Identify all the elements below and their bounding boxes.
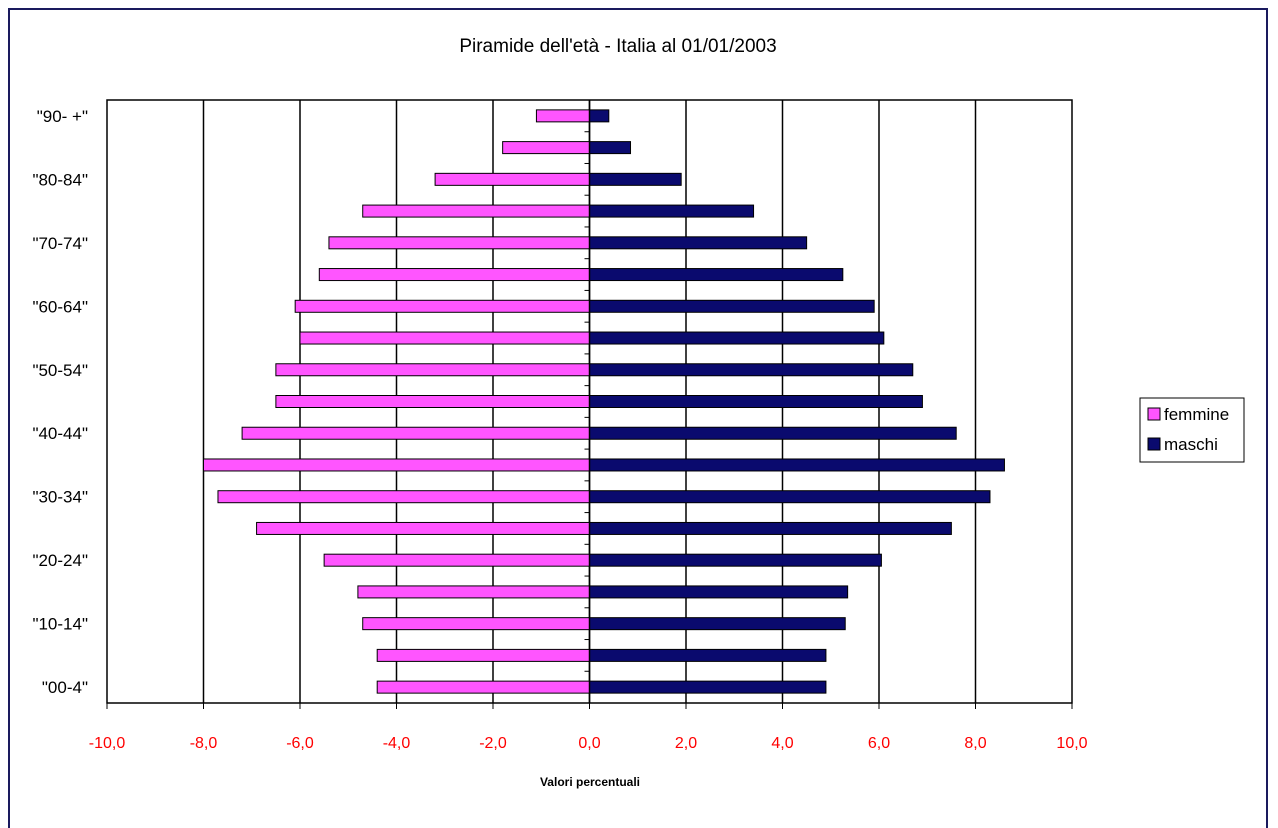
bar-femmine [376,648,591,662]
x-tick-label: 4,0 [771,735,793,752]
bar-maschi [589,553,882,567]
bar-maschi [589,648,827,662]
bar-femmine [535,109,590,123]
x-tick-label: 2,0 [675,735,697,752]
bar-femmine [362,617,590,631]
bar-femmine [376,680,591,694]
legend-label-maschi: maschi [1164,435,1218,454]
bar-femmine [217,490,590,504]
bar-maschi [589,395,923,408]
bar-femmine [275,395,590,408]
y-tick-label: "60-64" [32,297,88,316]
bars [203,109,1005,694]
bar-femmine [294,299,590,313]
y-tick-label: "50-54" [32,361,88,380]
x-tick-label: 6,0 [868,735,890,752]
bar-femmine [434,172,590,186]
bar-maschi [589,141,632,155]
bar-maschi [589,426,957,440]
bar-femmine [299,331,590,345]
y-tick-label: "30-34" [32,488,88,507]
legend: femmine maschi [1139,397,1245,463]
y-axis-labels: "00-4" "10-14" "20-24" "30-34" "40-44" "50-54… [32,107,88,697]
legend-swatch-femmine [1147,407,1161,421]
legend-label-femmine: femmine [1164,405,1229,424]
bar-maschi [589,680,827,694]
bar-maschi [589,521,952,535]
bar-maschi [589,236,808,250]
bar-maschi [589,172,682,186]
bar-femmine [323,553,590,567]
x-axis-title: Valori percentuali [540,775,640,789]
bar-femmine [357,585,590,599]
axes [106,99,1073,709]
bar-femmine [256,521,590,535]
bar-maschi [589,363,914,377]
bar-femmine [318,268,590,282]
y-tick-label: "40-44" [32,424,88,443]
bar-maschi [589,204,755,218]
bar-femmine [328,236,590,250]
x-tick-label: -8,0 [190,735,218,752]
y-tick-label: "70-74" [32,234,88,253]
bar-femmine [362,204,590,218]
x-tick-label: -6,0 [286,735,314,752]
x-axis-labels: -10,0 -8,0 -6,0 -4,0 -2,0 0,0 2,0 4,0 6,0 8,0 10,0 [89,735,1088,752]
y-tick-label: "00-4" [42,678,88,697]
chart-title: Piramide dell'età - Italia al 01/01/2003 [459,36,776,57]
bar-maschi [589,268,844,282]
bar-femmine [203,458,590,472]
bar-maschi [589,585,849,599]
bar-femmine [275,363,590,377]
bar-maschi [589,109,610,123]
bar-maschi [589,299,875,313]
bar-maschi [589,331,885,345]
x-tick-label: -2,0 [479,735,507,752]
y-tick-label: "90- +" [37,107,88,126]
x-tick-label: 10,0 [1056,735,1087,752]
bar-femmine [502,141,590,155]
x-tick-label: -10,0 [89,735,126,752]
legend-swatch-maschi [1147,437,1161,451]
x-tick-label: 0,0 [578,735,600,752]
bar-maschi [589,617,846,631]
bar-maschi [589,458,1005,472]
x-tick-label: -4,0 [383,735,411,752]
chart-frame [8,8,1268,828]
y-tick-label: "80-84" [32,170,88,189]
bar-maschi [589,490,991,504]
y-tick-label: "10-14" [32,615,88,634]
y-tick-label: "20-24" [32,551,88,570]
bar-femmine [241,426,590,440]
x-tick-label: 8,0 [964,735,986,752]
